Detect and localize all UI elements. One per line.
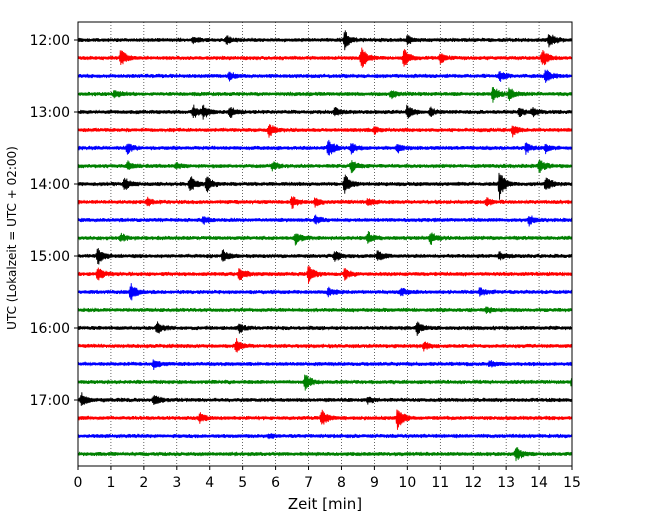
trace-14:15 <box>77 196 573 210</box>
x-axis: 0 1 2 3 4 5 6 7 8 9 10 11 12 13 14 15 <box>74 466 581 491</box>
y-tick-label: 14:00 <box>30 177 70 193</box>
x-tick-label: 6 <box>271 475 280 491</box>
x-axis-title: Zeit [min] <box>288 495 362 513</box>
trace-12:30 <box>77 69 573 83</box>
trace-12:45 <box>77 87 573 103</box>
x-tick-label: 1 <box>106 475 115 491</box>
trace-16:45 <box>77 374 573 391</box>
trace-17:45 <box>77 447 573 462</box>
vertical-grid <box>110 22 540 466</box>
trace-13:30 <box>77 139 573 156</box>
trace-15:30 <box>77 283 573 301</box>
trace-16:00 <box>77 321 573 336</box>
trace-15:45 <box>77 306 573 314</box>
x-tick-label: 10 <box>398 475 416 491</box>
trace-17:00 <box>77 392 573 406</box>
x-tick-label: 14 <box>530 475 548 491</box>
x-tick-label: 9 <box>370 475 379 491</box>
y-tick-label: 12:00 <box>30 33 70 49</box>
trace-16:15 <box>77 338 573 353</box>
y-tick-label: 13:00 <box>30 105 70 121</box>
trace-14:45 <box>77 231 573 246</box>
y-tick-label: 17:00 <box>30 393 70 409</box>
x-tick-label: 13 <box>497 475 515 491</box>
trace-14:30 <box>77 214 573 227</box>
trace-17:15 <box>77 409 573 430</box>
x-tick-label: 15 <box>563 475 581 491</box>
trace-17:30 <box>77 433 573 440</box>
trace-15:15 <box>77 265 573 284</box>
x-tick-label: 4 <box>205 475 214 491</box>
trace-12:15 <box>77 47 573 68</box>
y-tick-label: 16:00 <box>30 321 70 337</box>
x-tick-label: 5 <box>238 475 247 491</box>
trace-16:30 <box>77 359 573 371</box>
x-tick-label: 2 <box>139 475 148 491</box>
x-tick-label: 3 <box>172 475 181 491</box>
x-tick-label: 0 <box>74 475 83 491</box>
trace-13:15 <box>77 124 573 138</box>
trace-13:45 <box>77 159 573 174</box>
plot-frame <box>77 21 573 467</box>
trace-15:00 <box>77 248 573 265</box>
x-tick-label: 12 <box>464 475 482 491</box>
y-tick-label: 15:00 <box>30 249 70 265</box>
seismogram-traces <box>77 30 573 462</box>
x-tick-label: 11 <box>431 475 449 491</box>
x-tick-label: 7 <box>304 475 313 491</box>
x-tick-label: 8 <box>337 475 346 491</box>
trace-12:00 <box>77 30 573 51</box>
y-axis: 12:00 13:00 14:00 15:00 16:00 17:00 <box>30 33 78 409</box>
trace-14:00 <box>77 172 573 200</box>
trace-13:00 <box>77 104 573 120</box>
y-axis-title: UTC (Lokalzeit = UTC + 02:00) <box>5 146 19 330</box>
